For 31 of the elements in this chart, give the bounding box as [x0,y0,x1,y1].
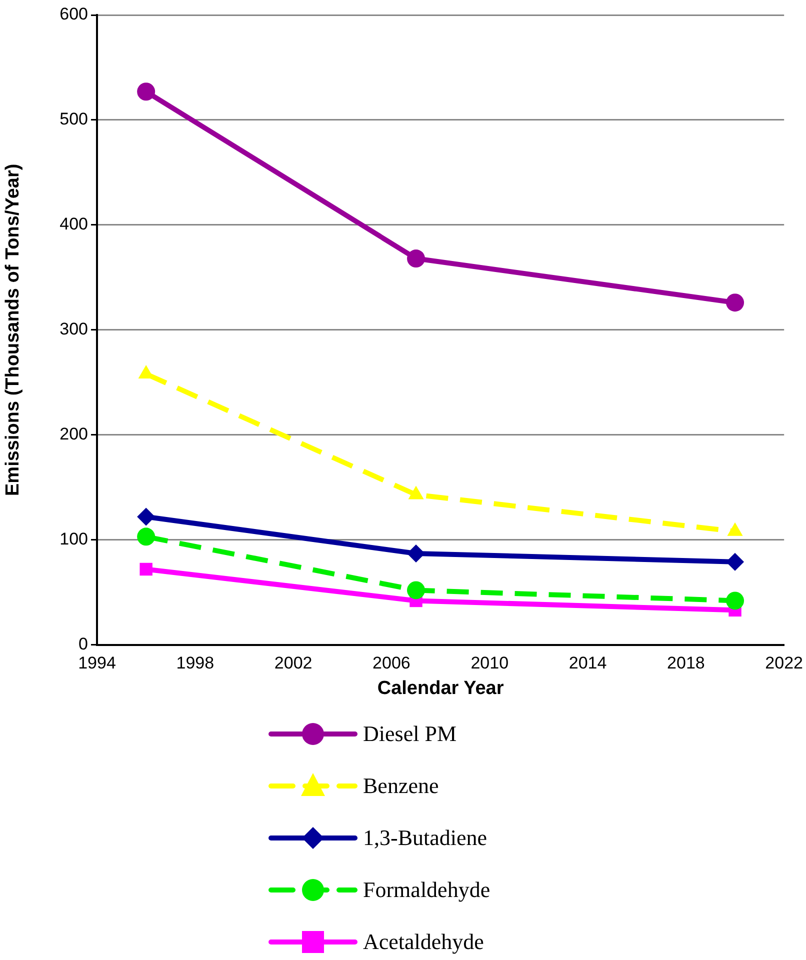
point [137,528,156,546]
y-tick-label: 100 [60,530,88,549]
point [137,82,156,101]
x-tick-label: 1994 [78,654,116,673]
legend-label: Benzene [363,773,439,799]
x-axis-title: Calendar Year [377,678,504,699]
point [726,552,744,571]
point [726,294,744,312]
point [407,250,426,268]
x-tick-label: 2006 [372,654,410,673]
y-tick-label: 600 [60,4,88,24]
point [140,562,152,576]
legend-label: Formaldehyde [363,877,490,903]
y-tick-label: 300 [60,320,88,339]
legend-label: Diesel PM [363,721,456,747]
x-tick-label: 2002 [274,654,312,673]
y-tick-label: 500 [60,110,88,129]
x-tick-label: 1998 [176,654,214,673]
x-tick-label: 2022 [765,654,804,673]
y-axis-title: Emissions (Thousands of Tons/Year) [2,164,24,496]
x-tick-label: 2014 [568,654,607,673]
x-tick-label: 2010 [470,654,509,673]
point [407,581,426,600]
legend-label: Acetaldehyde [363,929,484,955]
y-tick-label: 0 [78,634,88,654]
y-tick-label: 400 [60,214,88,234]
point [137,508,156,526]
legend-label: 1,3-Butadiene [363,825,488,851]
point [726,592,744,610]
x-tick-label: 2018 [667,654,705,673]
y-tick-label: 200 [60,424,88,444]
